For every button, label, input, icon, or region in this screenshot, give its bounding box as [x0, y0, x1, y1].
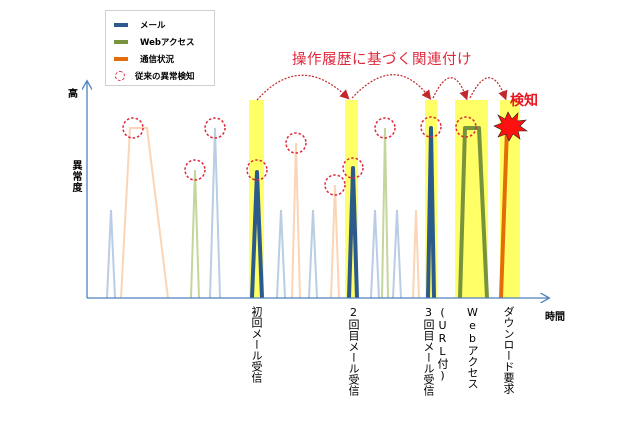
- event-label-first-mail: 初回メール受信: [250, 306, 263, 383]
- web-swatch-icon: [114, 40, 128, 44]
- y-axis-top-label: 高: [68, 89, 78, 100]
- mail-spikes: [250, 126, 436, 299]
- mail-swatch-icon: [114, 23, 128, 27]
- event-label-third-mail: 3回目メール受信: [422, 306, 435, 396]
- faint-comm-spikes: [120, 127, 420, 299]
- y-axis-label: 異常度: [70, 160, 81, 193]
- event-label-web-access: Webアクセス: [466, 306, 479, 389]
- event-label-url: (URL付): [436, 306, 449, 382]
- legend-item-web: Webアクセス: [114, 34, 195, 50]
- legend-item-detection: 従来の異常検知: [114, 68, 195, 84]
- legend-item-mail: メール: [114, 17, 166, 33]
- event-label-download: ダウンロード要求: [502, 306, 515, 394]
- association-arrows: [256, 74, 508, 101]
- faint-web-spikes: [190, 127, 389, 299]
- dashed-circle-icon: [115, 71, 125, 81]
- association-title: 操作履歴に基づく関連付け: [292, 52, 472, 68]
- detection-burst-icon: [493, 111, 528, 142]
- legend: メール Webアクセス 通信状況 従来の異常検知: [105, 10, 215, 86]
- legend-item-comm: 通信状況: [114, 51, 174, 67]
- detect-label: 検知: [510, 93, 538, 109]
- comm-swatch-icon: [114, 57, 128, 61]
- x-axis-label: 時間: [545, 312, 565, 323]
- faint-mail-spikes: [106, 127, 402, 299]
- web-access-trace: [458, 126, 489, 299]
- conventional-detection-circles: [122, 116, 477, 196]
- event-label-second-mail: 2回目メール受信: [347, 306, 360, 396]
